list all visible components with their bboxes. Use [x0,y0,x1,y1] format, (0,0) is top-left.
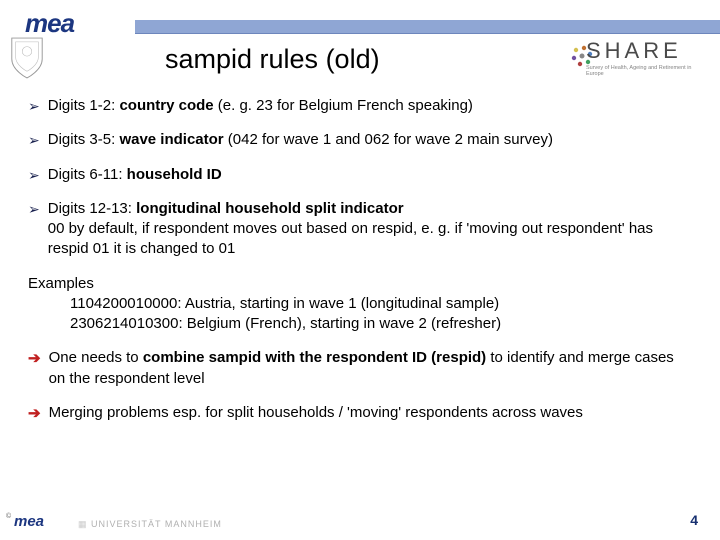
examples-block: Examples 1104200010000: Austria, startin… [28,274,692,335]
share-logo-text: SHARE [586,38,706,64]
triangle-bullet-icon: ➢ [28,97,40,116]
bullet-text: Digits 1-2: country code (e. g. 23 for B… [48,96,473,116]
arrow-item: ➔ Merging problems esp. for split househ… [28,403,692,424]
slide-title: sampid rules (old) [165,44,380,75]
triangle-bullet-icon: ➢ [28,200,40,219]
arrow-text: Merging problems esp. for split househol… [49,403,583,423]
arrow-right-icon: ➔ [28,349,41,369]
triangle-bullet-icon: ➢ [28,131,40,150]
crest-icon [8,36,46,80]
arrow-right-icon: ➔ [28,404,41,424]
share-logo-subtitle: Survey of Health, Ageing and Retirement … [586,66,706,77]
slide-footer: © mea ▦ UNIVERSITÄT MANNHEIM 4 [0,508,720,532]
bullet-text: Digits 3-5: wave indicator (042 for wave… [48,130,553,150]
bullet-item: ➢ Digits 12-13: longitudinal household s… [28,199,692,260]
arrow-item: ➔ One needs to combine sampid with the r… [28,348,692,389]
bullet-text: Digits 12-13: longitudinal household spl… [48,199,692,260]
footer-mea-logo: mea [14,513,44,530]
header-band [135,20,720,34]
footer-university: ▦ UNIVERSITÄT MANNHEIM [78,519,222,530]
mea-logo: mea [25,8,74,39]
bullet-item: ➢ Digits 3-5: wave indicator (042 for wa… [28,130,692,150]
share-logo: SHARE Survey of Health, Ageing and Retir… [586,38,706,78]
slide-header: mea sampid rules (old) SHARE Survey of H… [0,0,720,78]
bullet-text: Digits 6-11: household ID [48,165,222,185]
bullet-item: ➢ Digits 6-11: household ID [28,165,692,185]
arrow-text: One needs to combine sampid with the res… [49,348,692,389]
examples-label: Examples [28,274,692,294]
mea-logo-text: mea [25,8,74,39]
copyright-icon: © [6,513,11,520]
example-line: 1104200010000: Austria, starting in wave… [28,294,692,314]
example-line: 2306214010300: Belgium (French), startin… [28,314,692,334]
triangle-bullet-icon: ➢ [28,166,40,185]
page-number: 4 [690,512,698,528]
slide-body: ➢ Digits 1-2: country code (e. g. 23 for… [0,78,720,424]
bullet-item: ➢ Digits 1-2: country code (e. g. 23 for… [28,96,692,116]
